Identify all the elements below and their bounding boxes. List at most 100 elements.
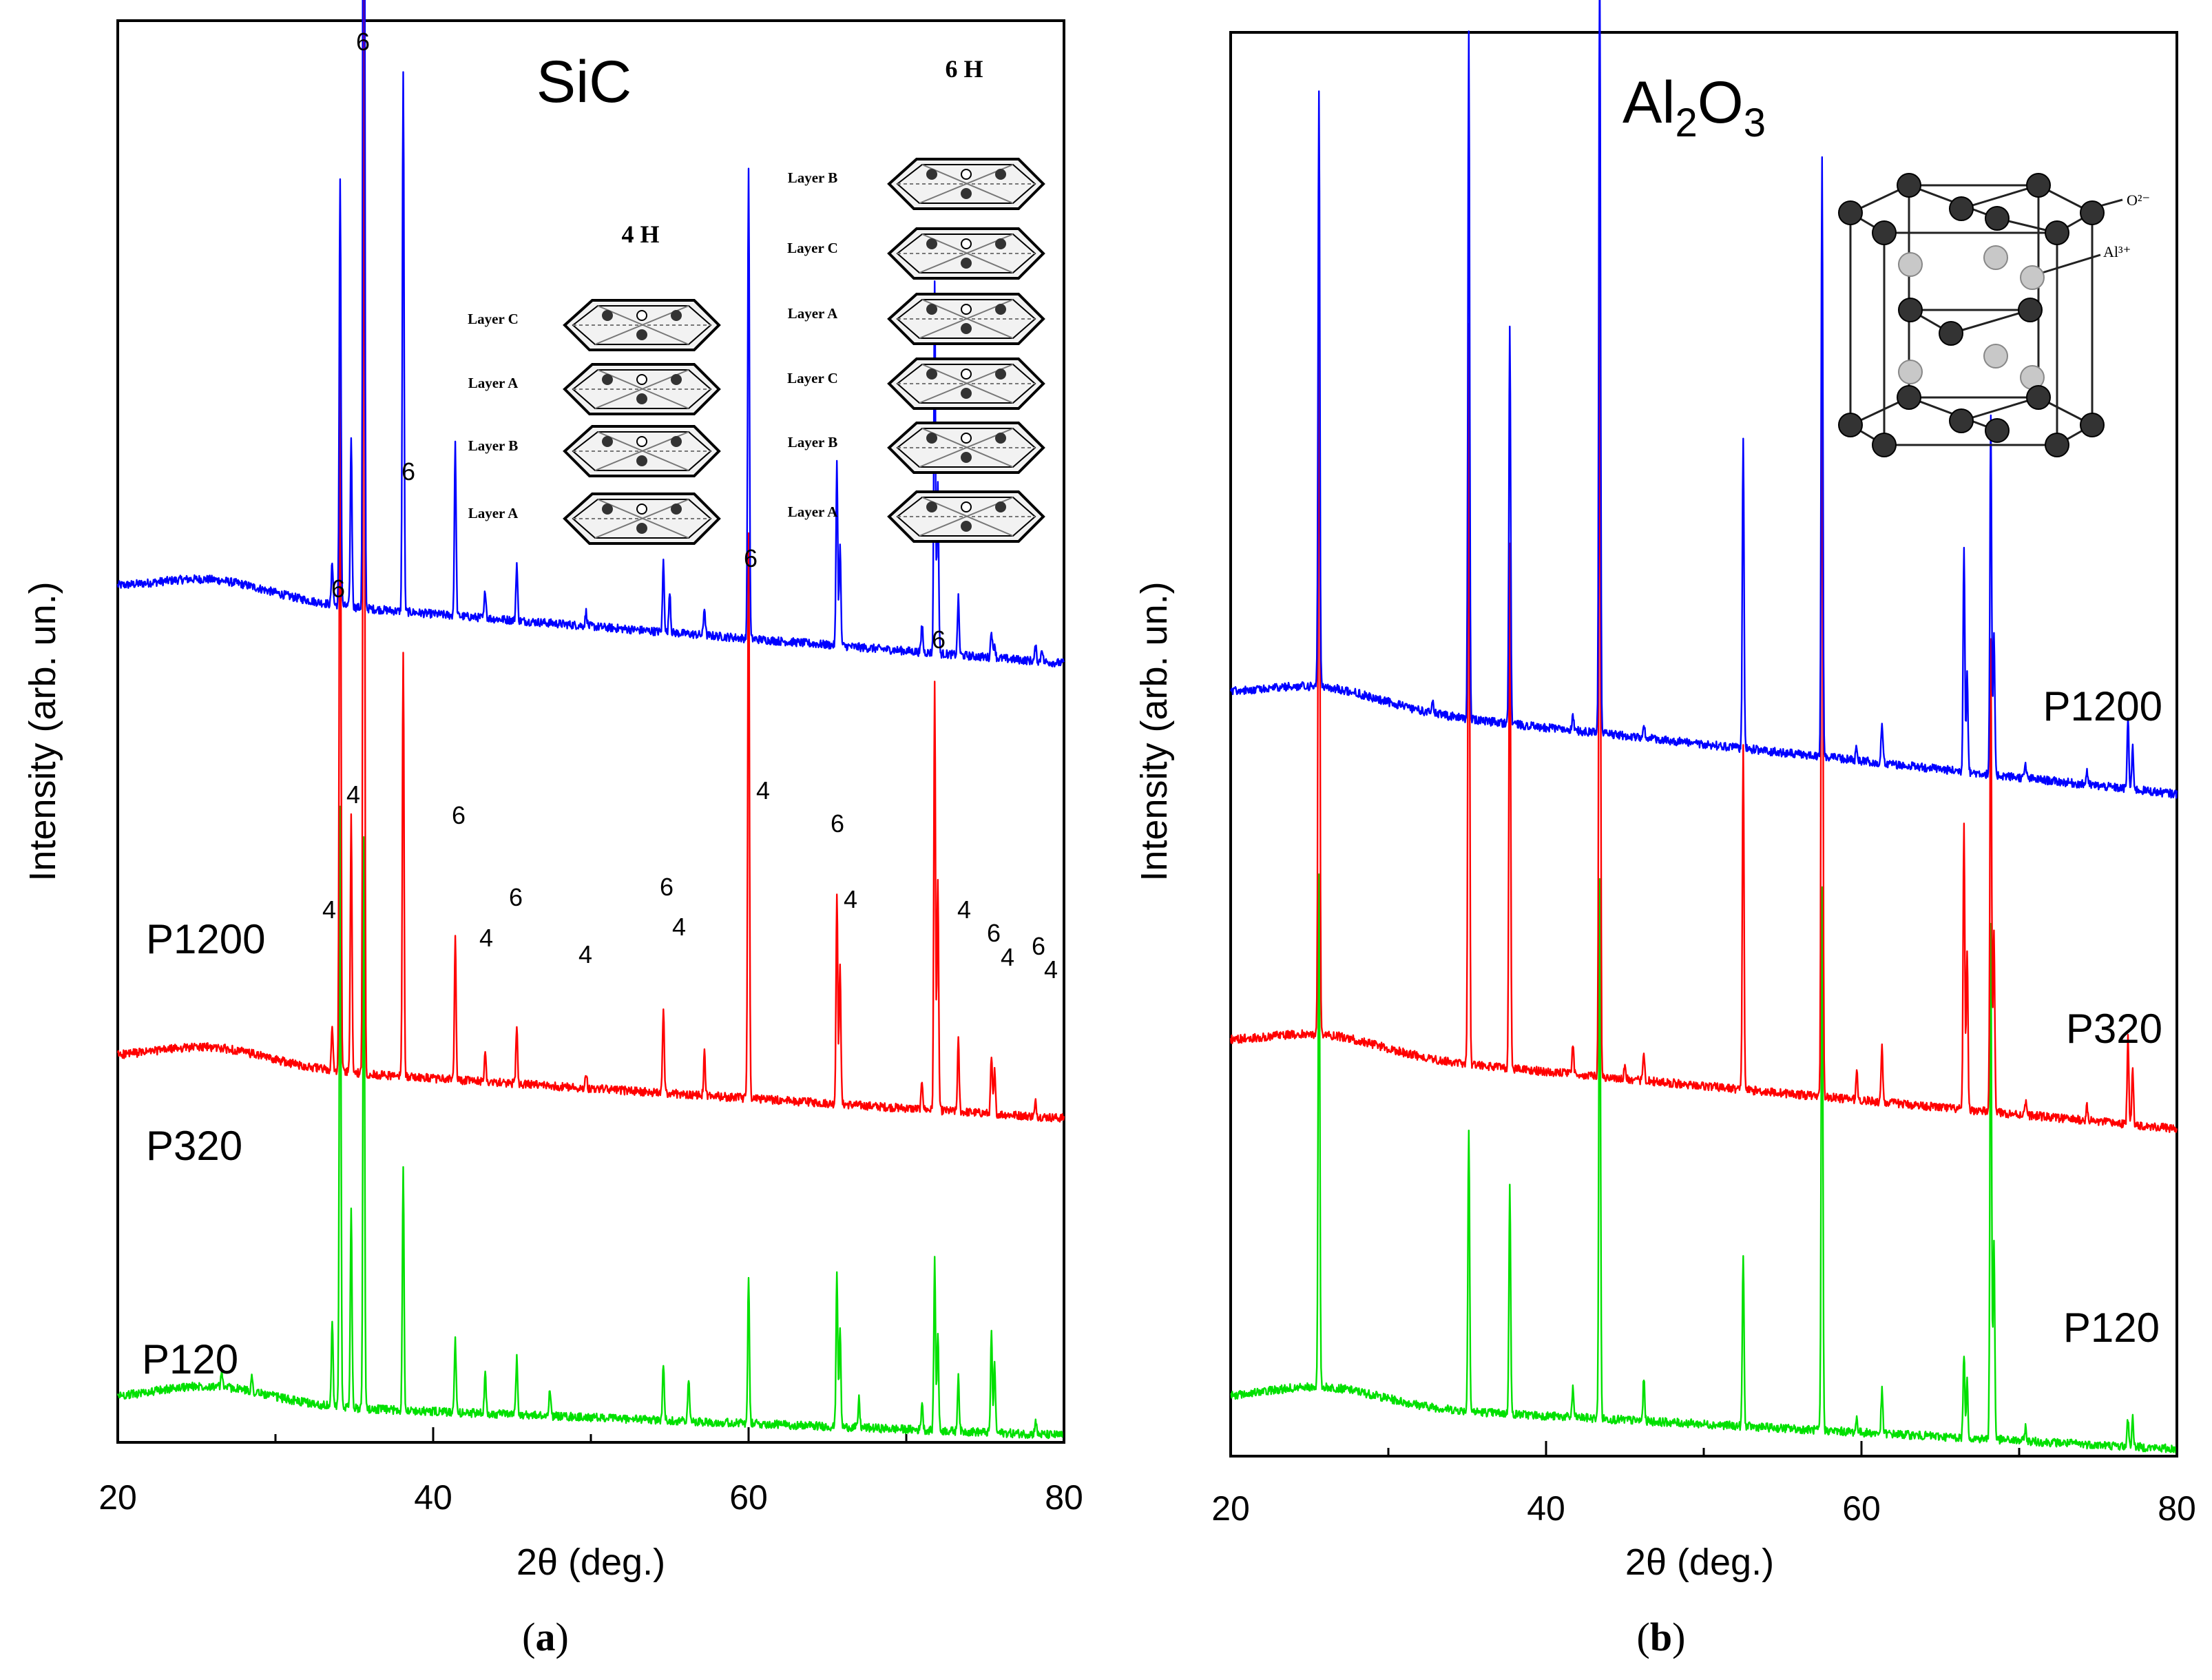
oxygen-ion: [2080, 413, 2105, 437]
y-axis-title: Intensity (arb. un.): [22, 581, 63, 881]
layer-label-4h: Layer B: [468, 437, 519, 454]
x-axis-title: 2θ (deg.): [1625, 1542, 1774, 1583]
aluminum-ion-label: Al³⁺: [2103, 243, 2131, 260]
oxygen-ion: [2026, 385, 2051, 410]
series-label-p1200: P1200: [2043, 683, 2163, 729]
caption-open-paren: (: [522, 1615, 535, 1659]
oxygen-ion: [2018, 298, 2043, 322]
caption-letter: b: [1650, 1615, 1672, 1659]
peak-label: 6: [331, 574, 345, 603]
title-part: O: [1698, 70, 1744, 136]
oxygen-ion: [1872, 433, 1897, 457]
oxygen-ion: [1838, 413, 1863, 437]
corundum-crystal-inset: O²⁻ Al³⁺: [1838, 173, 2150, 457]
hex-layer: [888, 158, 1045, 210]
series-layer: [116, 0, 1065, 1440]
title-subscript: 2: [1676, 101, 1698, 145]
series-line-p120: [116, 805, 1065, 1440]
polytype-4h-title: 4 H: [621, 220, 659, 248]
x-tick-label: 40: [1527, 1489, 1565, 1528]
layer-label-4h: Layer A: [468, 375, 519, 391]
layer-label-6h: Layer A: [788, 305, 838, 322]
peak-label: 4: [479, 924, 493, 952]
panel-b-al2o3-chart: Al2O3 P1200 P320 P120: [1134, 0, 2196, 1659]
oxygen-ion-label: O²⁻: [2127, 191, 2150, 209]
cell-edge: [1961, 396, 2039, 422]
peak-label: 6: [744, 544, 758, 572]
oxygen-ion: [1939, 321, 1963, 346]
caption-letter: a: [536, 1615, 556, 1659]
series-label-p320: P320: [146, 1123, 242, 1169]
caption-open-paren: (: [1637, 1615, 1650, 1659]
aluminum-ion: [2020, 265, 2045, 290]
series-line-p1200: [116, 0, 1065, 667]
caption-a: (a): [522, 1615, 569, 1659]
aluminum-ion: [1983, 245, 2008, 270]
aluminum-ion: [1898, 360, 1923, 384]
oxygen-ion: [1897, 173, 1921, 198]
oxygen-ion: [2045, 220, 2069, 245]
oxygen-ion: [1872, 220, 1897, 245]
x-tick-marks: [116, 1427, 1065, 1442]
x-tick-label: 20: [98, 1478, 137, 1517]
peak-annotations: 6 6 6 4 4 6 4 6 4 6 4 6 4 6 4 6 4 6 4 6 …: [322, 28, 1058, 984]
peak-label: 4: [957, 895, 971, 924]
peak-label: 4: [322, 895, 336, 924]
series-layer: [1229, 0, 2178, 1454]
sic-polytype-inset: 4 H 6 H Layer C Layer A Layer B Layer A …: [468, 55, 1045, 545]
series-label-p1200: P1200: [146, 916, 266, 962]
hex-layer: [563, 363, 720, 415]
aluminum-ion: [1898, 252, 1923, 277]
peak-label: 6: [452, 801, 466, 829]
oxygen-ion: [1985, 206, 2010, 231]
series-label-p320: P320: [2066, 1006, 2162, 1052]
series-label-p120: P120: [2063, 1305, 2160, 1351]
oxygen-ion: [2026, 173, 2051, 198]
hex-layer: [563, 299, 720, 351]
series-label-p120: P120: [142, 1336, 238, 1382]
oxygen-ion: [1898, 298, 1923, 322]
hex-layer: [563, 492, 720, 545]
peak-label: 4: [578, 940, 592, 968]
oxygen-ion: [1949, 196, 1974, 221]
hex-layer: [888, 490, 1045, 543]
series-line-p120: [1230, 873, 2178, 1454]
peak-label: 4: [1044, 955, 1058, 984]
x-tick-marks: [1229, 1441, 2178, 1456]
title-subscript: 3: [1744, 101, 1766, 145]
peak-label: 6: [509, 883, 523, 911]
x-tick-label: 40: [414, 1478, 452, 1517]
layer-label-6h: Layer B: [788, 169, 838, 186]
x-tick-label: 20: [1211, 1489, 1250, 1528]
oxygen-ion: [1897, 385, 1921, 410]
layer-label-4h: Layer C: [468, 311, 519, 327]
peak-label: 6: [1032, 932, 1045, 960]
aluminum-ion: [1983, 344, 2008, 369]
oxygen-ion: [1985, 418, 2010, 443]
peak-label: 6: [401, 457, 415, 486]
hex-layer: [888, 293, 1045, 345]
peak-label: 6: [932, 625, 946, 654]
layer-label-6h: Layer A: [788, 504, 838, 520]
x-axis-title: 2θ (deg.): [517, 1542, 665, 1583]
x-tick-label: 80: [2158, 1489, 2196, 1528]
stack-6h: [888, 158, 1045, 543]
oxygen-ion: [2080, 200, 2105, 225]
x-tick-label: 60: [1842, 1489, 1881, 1528]
chart-title: SiC: [536, 49, 632, 115]
chart-title: Al2O3: [1623, 70, 1766, 145]
peak-label: 6: [356, 28, 370, 56]
aluminum-ions: [1898, 245, 2045, 390]
oxygen-ion: [2045, 433, 2069, 457]
hex-layer: [563, 425, 720, 477]
cell-edge: [1961, 184, 2039, 210]
y-axis-title: Intensity (arb. un.): [1134, 581, 1175, 881]
title-part: Al: [1623, 70, 1675, 136]
series-line-p1200: [1229, 0, 2178, 799]
peak-label: 4: [1001, 943, 1014, 971]
layer-label-6h: Layer B: [788, 434, 838, 450]
peak-label: 4: [346, 780, 360, 809]
layer-label-6h: Layer C: [787, 370, 838, 386]
pointer-line: [2039, 253, 2101, 275]
